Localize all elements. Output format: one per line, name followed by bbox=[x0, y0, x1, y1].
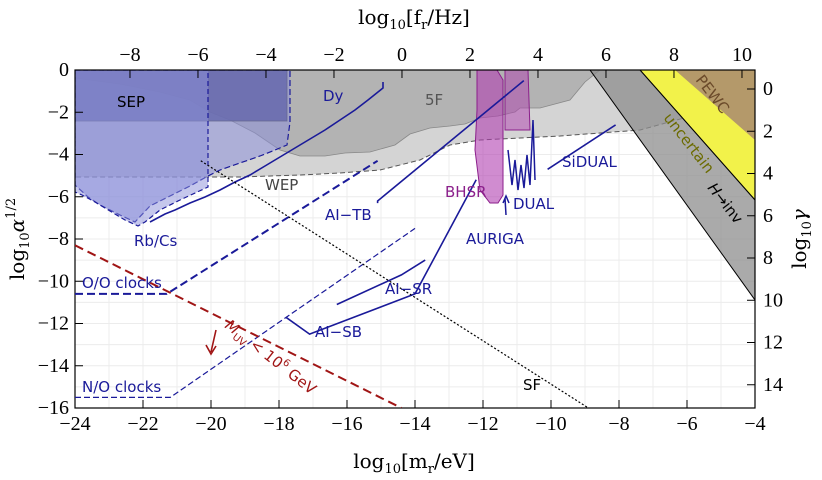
top-tick-label: 6 bbox=[601, 44, 611, 66]
y-tick-label: −8 bbox=[48, 228, 69, 250]
right-tick-label: 0 bbox=[763, 78, 773, 100]
x-tick-label: −14 bbox=[399, 413, 430, 435]
top-tick-label: 4 bbox=[533, 44, 543, 66]
series-ai-sr bbox=[336, 259, 426, 306]
right-tick-label: 2 bbox=[763, 120, 773, 142]
series-sf bbox=[200, 160, 589, 408]
right-tick-label: 14 bbox=[763, 374, 783, 396]
x-tick-label: −16 bbox=[331, 413, 362, 435]
series-layer bbox=[75, 79, 617, 408]
x-tick-label: −8 bbox=[608, 413, 629, 435]
right-tick-label: 8 bbox=[763, 247, 773, 269]
bhsr-label: BHSR bbox=[445, 183, 487, 201]
rbcs-label: Rb/Cs bbox=[134, 232, 177, 250]
series-n-o-clocks bbox=[75, 227, 416, 398]
no-clocks-label: N/O clocks bbox=[82, 378, 161, 396]
right-tick-label: 12 bbox=[763, 332, 783, 354]
x-tick-label: −22 bbox=[127, 413, 158, 435]
oo-clocks-label: O/O clocks bbox=[82, 274, 162, 292]
sep-label: SEP bbox=[117, 93, 145, 111]
x-tick-label: −10 bbox=[535, 413, 566, 435]
muv-arrow-icon bbox=[205, 329, 217, 356]
x-tick-label: −24 bbox=[59, 413, 90, 435]
auriga-curve bbox=[502, 194, 510, 216]
plot-area bbox=[75, 70, 755, 301]
right-tick-label: 6 bbox=[763, 205, 773, 227]
x-axis-title: log10[mr/eV] bbox=[353, 449, 475, 477]
aitb-label: AI−TB bbox=[325, 206, 372, 224]
top-tick-label: −4 bbox=[255, 44, 276, 66]
wep-label: WEP bbox=[265, 176, 298, 194]
sidual-label: SiDUAL bbox=[562, 153, 617, 171]
top-tick-label: 0 bbox=[397, 44, 407, 66]
x-tick-label: −6 bbox=[676, 413, 697, 435]
y-tick-label: −4 bbox=[48, 144, 69, 166]
y-tick-label: −6 bbox=[48, 186, 69, 208]
ticks: −24 −22 −20 −18 −16 −14 −12 −10 −8 −6 −40−2−4−6−8−… bbox=[38, 44, 783, 435]
x-tick-label: −18 bbox=[263, 413, 294, 435]
y-axis-title: log10α1/2 bbox=[4, 198, 33, 280]
y-tick-label: −10 bbox=[38, 270, 69, 292]
series-ai-sb bbox=[285, 179, 477, 335]
aisb-label: AI−SB bbox=[315, 323, 362, 341]
rbcs-region bbox=[75, 70, 209, 227]
top-tick-label: −8 bbox=[119, 44, 140, 66]
x-tick-label: −4 bbox=[744, 413, 765, 435]
x-tick-label: −20 bbox=[195, 413, 226, 435]
x-tick-label: −12 bbox=[467, 413, 498, 435]
right-tick-label: 4 bbox=[763, 163, 773, 185]
dual-curve bbox=[507, 119, 536, 191]
top-tick-label: 8 bbox=[669, 44, 679, 66]
y-tick-label: −2 bbox=[48, 101, 69, 123]
series-o-o-clocks bbox=[75, 159, 379, 295]
5f-label: 5F bbox=[425, 91, 443, 109]
pewc-region bbox=[675, 70, 755, 140]
top-tick-label: −6 bbox=[187, 44, 208, 66]
aisr-label: AI−SR bbox=[385, 280, 432, 298]
series-sidual bbox=[547, 124, 617, 170]
series-ai-tb bbox=[376, 79, 525, 204]
dy-noisy-edge bbox=[149, 82, 384, 223]
right-tick-label: 10 bbox=[763, 289, 783, 311]
top-tick-label: 10 bbox=[732, 44, 752, 66]
top-tick-label: 2 bbox=[465, 44, 475, 66]
sf-label: SF bbox=[523, 376, 541, 394]
y-tick-label: −16 bbox=[38, 397, 69, 419]
top-axis-title: log10[fr/Hz] bbox=[358, 5, 470, 33]
dy-label: Dy bbox=[323, 87, 344, 105]
series-m-uv-10-6-gev bbox=[75, 244, 402, 408]
dual-label: DUAL bbox=[513, 195, 555, 213]
auriga-label: AURIGA bbox=[466, 230, 525, 248]
hinv-region bbox=[589, 70, 755, 301]
y-tick-label: −14 bbox=[38, 355, 69, 377]
top-tick-label: −2 bbox=[323, 44, 344, 66]
y-tick-label: 0 bbox=[59, 59, 69, 81]
right-axis-title: log10γ bbox=[787, 209, 815, 269]
bhsr-region-2 bbox=[504, 70, 531, 131]
y-tick-label: −12 bbox=[38, 313, 69, 335]
